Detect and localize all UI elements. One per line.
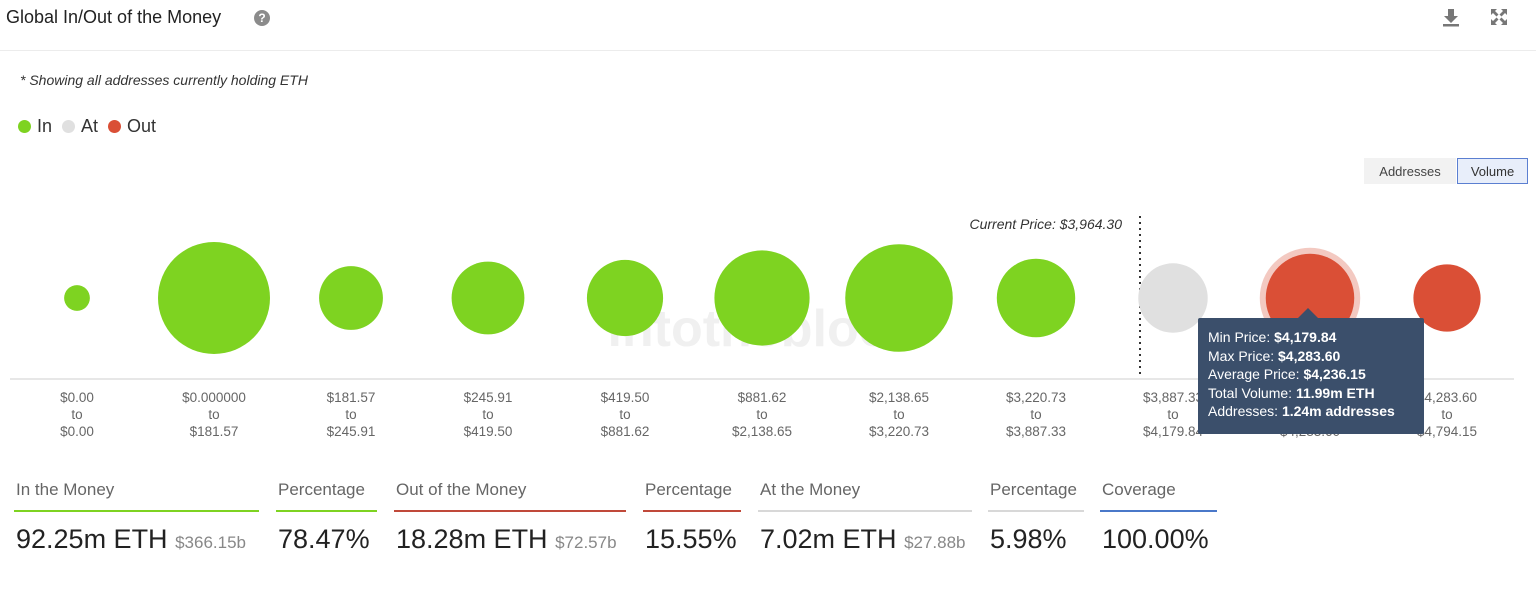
- widget-title: Global In/Out of the Money: [6, 7, 222, 27]
- stat-value: 78.47%: [278, 524, 370, 554]
- stat-coverage: Coverage 100.00%: [1100, 480, 1217, 555]
- bubble-1[interactable]: [158, 242, 270, 354]
- x-label-7-0: $3,220.73: [1006, 390, 1066, 405]
- x-label-8-1: to: [1167, 407, 1178, 422]
- x-label-4-1: to: [619, 407, 630, 422]
- tooltip-min-row: Min Price: $4,179.84: [1208, 329, 1337, 345]
- stat-rule: [988, 510, 1084, 512]
- stat-label: Percentage: [278, 480, 365, 499]
- legend-item-out[interactable]: Out: [108, 116, 156, 137]
- expand-icon[interactable]: [1488, 6, 1510, 28]
- bubble-7[interactable]: [996, 258, 1076, 338]
- x-label-2-1: to: [345, 407, 356, 422]
- volume-toggle-button[interactable]: Volume: [1457, 158, 1528, 184]
- help-icon[interactable]: ?: [254, 10, 270, 26]
- legend-item-at[interactable]: At: [62, 116, 98, 137]
- legend-item-in[interactable]: In: [18, 116, 52, 137]
- x-label-6-0: $2,138.65: [869, 390, 929, 405]
- x-label-4-2: $881.62: [601, 424, 650, 439]
- stat-in-the-money: In the Money 92.25m ETH $366.15b: [14, 480, 259, 555]
- legend-swatch-at: [62, 120, 76, 133]
- download-icon[interactable]: [1440, 6, 1462, 28]
- addresses-toggle-button[interactable]: Addresses: [1364, 158, 1456, 184]
- bubble-0[interactable]: [64, 285, 90, 311]
- x-label-5-2: $2,138.65: [732, 424, 792, 439]
- bubble-6[interactable]: [845, 244, 953, 352]
- current-price-label: Current Price: $3,964.30: [969, 216, 1122, 232]
- stat-rule: [394, 510, 626, 512]
- x-label-5-1: to: [756, 407, 767, 422]
- tooltip-addresses-row: Addresses: 1.24m addresses: [1208, 403, 1395, 419]
- stat-label: In the Money: [16, 480, 115, 499]
- stat-at-the-money: At the Money 7.02m ETH $27.88b: [758, 480, 972, 555]
- legend-swatch-out: [108, 120, 122, 133]
- x-label-10-2: $4,794.15: [1417, 424, 1477, 439]
- x-label-8-0: $3,887.33: [1143, 390, 1203, 405]
- x-label-5-0: $881.62: [738, 390, 787, 405]
- x-label-7-2: $3,887.33: [1006, 424, 1066, 439]
- stat-label: At the Money: [760, 480, 861, 499]
- x-label-2-0: $181.57: [327, 390, 376, 405]
- x-label-1-2: $181.57: [190, 424, 239, 439]
- stat-value: 18.28m ETH $72.57b: [396, 524, 617, 554]
- legend-label-at: At: [81, 116, 99, 136]
- stat-value: 15.55%: [645, 524, 737, 554]
- x-label-7-1: to: [1030, 407, 1041, 422]
- x-label-3-2: $419.50: [464, 424, 513, 439]
- tooltip-avg-row: Average Price: $4,236.15: [1208, 366, 1366, 382]
- stat-at-percentage: Percentage 5.98%: [988, 480, 1084, 555]
- tooltip-arrow: [1298, 308, 1318, 318]
- x-label-0-1: to: [71, 407, 82, 422]
- x-label-8-2: $4,179.84: [1143, 424, 1204, 439]
- stat-out-percentage: Percentage 15.55%: [643, 480, 741, 555]
- x-label-1-0: $0.000000: [182, 390, 246, 405]
- tooltip-volume-row: Total Volume: 11.99m ETH: [1208, 384, 1375, 401]
- x-label-2-2: $245.91: [327, 424, 376, 439]
- stat-value: 5.98%: [990, 524, 1067, 554]
- widget-header: Global In/Out of the Money ?: [0, 0, 1536, 51]
- bubble-8[interactable]: [1138, 263, 1208, 333]
- x-label-6-2: $3,220.73: [869, 424, 929, 439]
- x-label-0-0: $0.00: [60, 390, 94, 405]
- x-label-0-2: $0.00: [60, 424, 94, 439]
- stat-value: 7.02m ETH $27.88b: [760, 524, 966, 554]
- x-label-10-0: $4,283.60: [1417, 390, 1477, 405]
- stat-rule: [758, 510, 972, 512]
- stat-rule: [276, 510, 377, 512]
- stat-rule: [1100, 510, 1217, 512]
- stat-label: Percentage: [645, 480, 732, 499]
- x-label-10-1: to: [1441, 407, 1452, 422]
- stat-label: Percentage: [990, 480, 1077, 499]
- stat-label: Coverage: [1102, 480, 1176, 499]
- stat-rule: [643, 510, 741, 512]
- stat-value: 92.25m ETH $366.15b: [16, 524, 246, 554]
- legend-label-out: Out: [127, 116, 157, 136]
- legend-swatch-in: [18, 120, 31, 133]
- x-label-3-1: to: [482, 407, 493, 422]
- bubble-10[interactable]: [1413, 264, 1481, 332]
- bucket-tooltip: Min Price: $4,179.84 Max Price: $4,283.6…: [1198, 318, 1424, 434]
- stat-out-of-the-money: Out of the Money 18.28m ETH $72.57b: [394, 480, 626, 555]
- x-label-1-1: to: [208, 407, 219, 422]
- legend-label-in: In: [37, 116, 53, 136]
- stat-value: 100.00%: [1102, 524, 1209, 554]
- legend: In At Out: [18, 116, 166, 137]
- stat-rule: [14, 510, 259, 512]
- stat-in-percentage: Percentage 78.47%: [276, 480, 377, 555]
- stat-label: Out of the Money: [396, 480, 527, 499]
- tooltip-max-row: Max Price: $4,283.60: [1208, 347, 1341, 364]
- holding-note: * Showing all addresses currently holdin…: [20, 72, 308, 88]
- x-label-4-0: $419.50: [601, 390, 650, 405]
- x-label-3-0: $245.91: [464, 390, 513, 405]
- bubble-2[interactable]: [319, 266, 383, 330]
- bubble-5[interactable]: [714, 250, 810, 346]
- bubble-4[interactable]: [586, 259, 664, 337]
- x-label-6-1: to: [893, 407, 904, 422]
- bubble-3[interactable]: [451, 261, 525, 335]
